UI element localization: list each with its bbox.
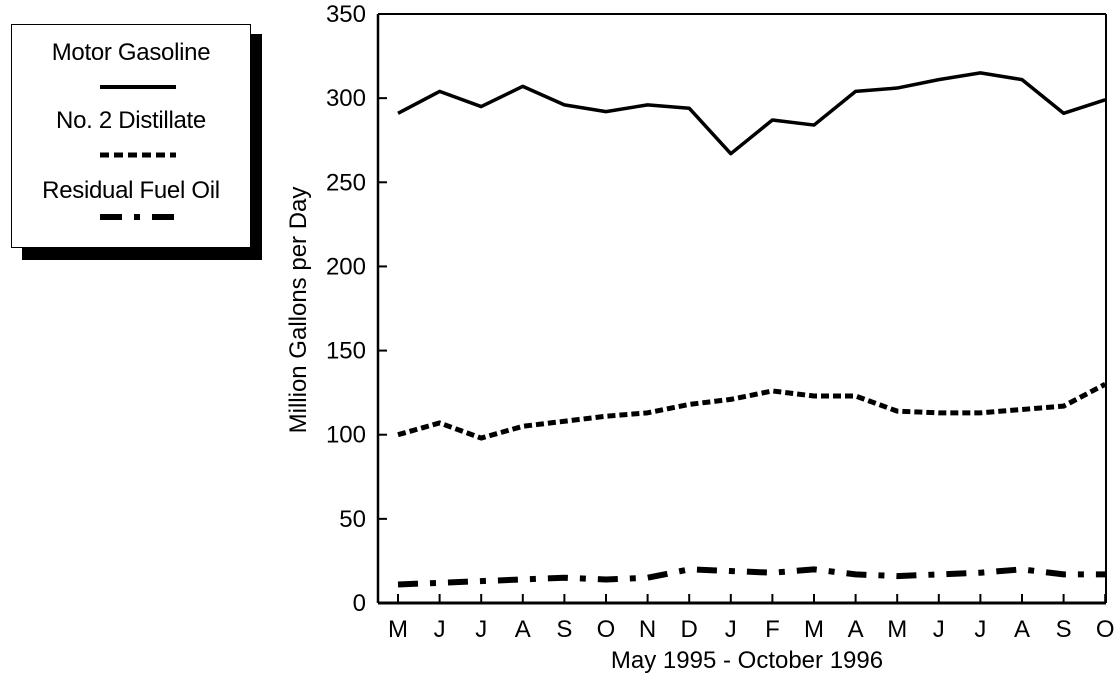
x-tick-label-0: M [388, 616, 408, 643]
y-tick-label-50: 50 [339, 506, 366, 533]
x-tick-label-13: J [933, 616, 945, 643]
y-tick-label-150: 150 [326, 338, 366, 365]
legend-swatch-residual-fuel-oil [100, 214, 176, 220]
legend-label-motor-gasoline: Motor Gasoline [51, 39, 211, 66]
y-tick-label-250: 250 [326, 169, 366, 196]
x-tick-label-12: M [887, 616, 907, 643]
x-tick-label-1: J [434, 616, 446, 643]
x-tick-label-2: J [475, 616, 487, 643]
legend: Motor Gasoline No. 2 Distillate Residual… [11, 24, 251, 248]
x-tick-label-8: J [725, 616, 737, 643]
x-tick-label-14: J [974, 616, 986, 643]
x-tick-label-5: O [597, 616, 616, 643]
series-line-no-2-distillate [397, 382, 1107, 441]
x-tick-label-6: N [639, 616, 656, 643]
series-line-motor-gasoline [397, 71, 1106, 156]
y-axis-label: Million Gallons per Day [285, 187, 312, 434]
legend-label-residual-fuel-oil: Residual Fuel Oil [42, 177, 220, 204]
x-tick-label-4: S [556, 616, 572, 643]
y-tick-label-300: 300 [326, 85, 366, 112]
x-tick-label-17: O [1096, 616, 1114, 643]
x-tick-label-16: S [1056, 616, 1072, 643]
x-tick-label-11: A [848, 616, 864, 643]
series-line-residual-fuel-oil [397, 566, 1106, 588]
x-tick-label-7: D [681, 616, 698, 643]
y-tick-label-0: 0 [353, 590, 366, 617]
legend-swatch-motor-gasoline [100, 85, 176, 89]
x-tick-label-3: A [515, 616, 531, 643]
x-axis-label: May 1995 - October 1996 [611, 647, 883, 674]
y-tick-label-100: 100 [326, 422, 366, 449]
y-tick-label-350: 350 [326, 1, 366, 28]
legend-swatch-no2-distillate [100, 152, 176, 158]
y-tick-label-200: 200 [326, 253, 366, 280]
series-layer [397, 71, 1107, 588]
legend-label-no2-distillate: No. 2 Distillate [56, 107, 206, 134]
x-tick-label-9: F [765, 616, 780, 643]
x-tick-label-15: A [1014, 616, 1030, 643]
axes [376, 13, 1107, 605]
x-tick-label-10: M [804, 616, 824, 643]
